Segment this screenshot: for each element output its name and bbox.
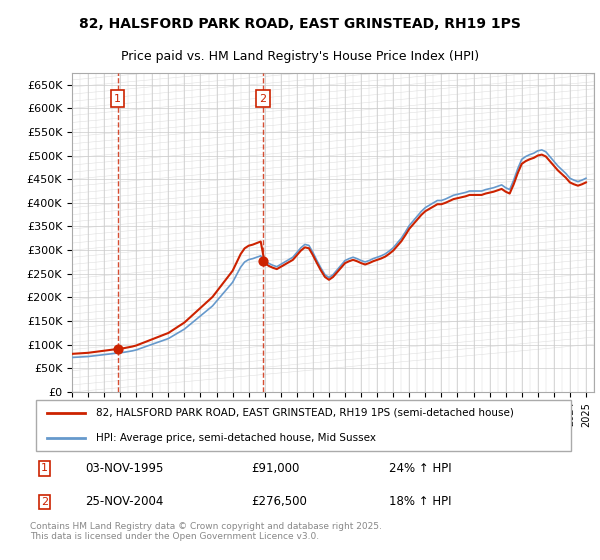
- Text: 2: 2: [41, 497, 48, 507]
- Text: Price paid vs. HM Land Registry's House Price Index (HPI): Price paid vs. HM Land Registry's House …: [121, 50, 479, 63]
- Text: 82, HALSFORD PARK ROAD, EAST GRINSTEAD, RH19 1PS: 82, HALSFORD PARK ROAD, EAST GRINSTEAD, …: [79, 17, 521, 31]
- Text: £276,500: £276,500: [251, 496, 307, 508]
- Text: £91,000: £91,000: [251, 462, 299, 475]
- Text: 82, HALSFORD PARK ROAD, EAST GRINSTEAD, RH19 1PS (semi-detached house): 82, HALSFORD PARK ROAD, EAST GRINSTEAD, …: [96, 408, 514, 418]
- Point: [259, 257, 268, 266]
- Text: 1: 1: [41, 463, 48, 473]
- Text: 25-NOV-2004: 25-NOV-2004: [85, 496, 164, 508]
- Point: [113, 344, 122, 353]
- Text: HPI: Average price, semi-detached house, Mid Sussex: HPI: Average price, semi-detached house,…: [96, 433, 376, 444]
- Text: 1: 1: [114, 94, 121, 104]
- FancyBboxPatch shape: [35, 400, 571, 451]
- Text: Contains HM Land Registry data © Crown copyright and database right 2025.
This d: Contains HM Land Registry data © Crown c…: [30, 522, 382, 542]
- Text: 24% ↑ HPI: 24% ↑ HPI: [389, 462, 451, 475]
- Text: 18% ↑ HPI: 18% ↑ HPI: [389, 496, 451, 508]
- Text: 03-NOV-1995: 03-NOV-1995: [85, 462, 164, 475]
- Text: 2: 2: [260, 94, 266, 104]
